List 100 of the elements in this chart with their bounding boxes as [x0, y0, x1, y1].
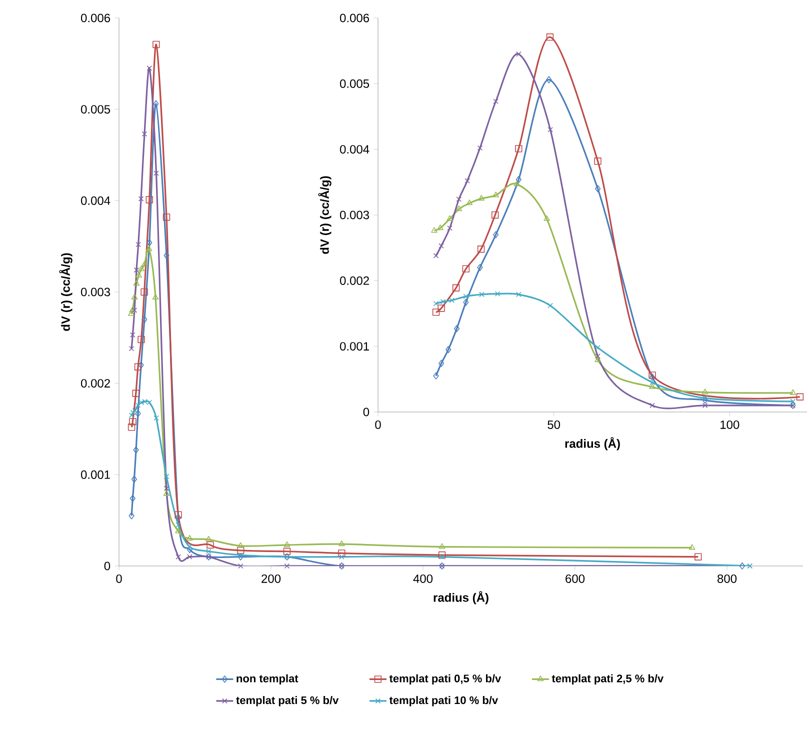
legend-label: non templat: [236, 674, 298, 685]
point: [702, 388, 708, 394]
point: [206, 548, 212, 554]
point: [146, 66, 152, 71]
y-tick-label: 0.004: [340, 145, 370, 154]
point: [136, 242, 141, 248]
point: [546, 76, 552, 84]
point: [339, 554, 344, 560]
x-tick-label: 0: [375, 420, 381, 429]
point: [431, 227, 438, 233]
point: [129, 418, 136, 426]
y-tick-label: 0: [363, 408, 370, 416]
point: [438, 243, 444, 249]
point: [479, 292, 484, 298]
point: [152, 294, 159, 300]
point: [152, 40, 160, 48]
point: [449, 298, 455, 304]
point: [650, 402, 655, 408]
point: [464, 178, 470, 184]
point: [338, 550, 346, 557]
point: [446, 215, 453, 221]
y-tick-label: 0.002: [340, 276, 369, 285]
point: [477, 264, 483, 272]
point: [439, 554, 445, 560]
point: [142, 131, 148, 137]
point: [134, 363, 142, 370]
point: [146, 196, 154, 204]
point: [146, 239, 152, 246]
x-axis-title: radius (Å): [434, 591, 488, 604]
point: [153, 100, 159, 108]
point: [128, 412, 134, 418]
point: [146, 245, 152, 252]
point: [595, 354, 600, 359]
point: [284, 563, 290, 569]
x-tick-label: 600: [566, 574, 585, 583]
point: [237, 542, 244, 548]
legend-label: templat pati 2,5 % b/v: [552, 674, 664, 685]
point: [136, 272, 142, 278]
point: [546, 33, 554, 41]
legend-label: templat pati 5 % b/v: [236, 696, 339, 706]
point: [132, 390, 140, 397]
point: [452, 284, 460, 292]
point: [154, 170, 159, 176]
point: [694, 553, 702, 560]
point: [142, 316, 148, 323]
point: [790, 389, 796, 395]
point: [186, 534, 193, 541]
point: [206, 541, 214, 549]
point: [516, 176, 522, 184]
point: [702, 396, 708, 401]
point: [739, 562, 746, 570]
point: [438, 543, 446, 549]
point: [594, 185, 601, 192]
point: [175, 514, 182, 522]
point: [238, 553, 244, 560]
point: [516, 292, 522, 298]
y-axis-title: dV (r) (cc/Å/g): [59, 253, 72, 331]
point: [238, 563, 244, 569]
point: [515, 145, 522, 152]
point: [238, 552, 244, 558]
point: [133, 446, 139, 454]
point: [494, 291, 500, 296]
x-tick-label: 0: [116, 574, 122, 583]
point: [437, 224, 444, 230]
x-tick-label: 200: [262, 574, 281, 583]
point: [338, 540, 345, 546]
point: [164, 474, 170, 480]
point: [466, 200, 473, 206]
y-tick-label: 0.003: [340, 210, 370, 220]
point: [164, 252, 170, 260]
point: [433, 372, 439, 380]
y-tick-label: 0.004: [80, 196, 110, 205]
point: [138, 196, 144, 202]
point: [141, 260, 148, 267]
point: [516, 51, 522, 57]
point: [163, 490, 170, 496]
point: [594, 158, 602, 165]
point: [128, 346, 134, 352]
point: [493, 231, 499, 238]
point: [447, 225, 452, 231]
point: [796, 393, 804, 400]
point: [492, 192, 499, 198]
point: [176, 554, 181, 560]
point: [790, 398, 796, 404]
point: [456, 205, 462, 212]
point: [134, 267, 140, 273]
point: [132, 308, 138, 313]
x-tick-label: 400: [413, 574, 433, 583]
point: [140, 288, 148, 296]
point: [175, 528, 182, 534]
point: [187, 554, 192, 560]
point: [463, 294, 469, 300]
y-tick-label: 0.006: [80, 14, 110, 22]
point: [463, 298, 469, 306]
y-tick-label: 0.003: [80, 288, 110, 296]
point: [477, 145, 483, 151]
point: [131, 294, 138, 300]
point: [454, 324, 460, 332]
x-tick-label: 50: [548, 420, 560, 429]
point: [164, 486, 170, 492]
